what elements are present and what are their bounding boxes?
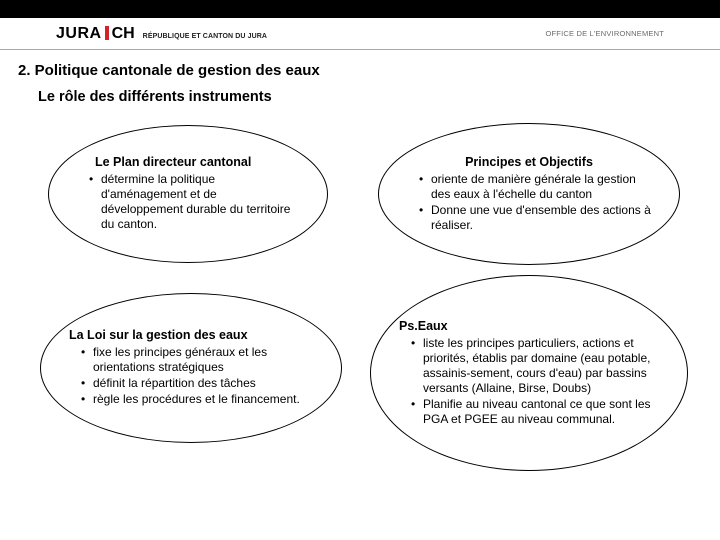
header-bar: JURA CH RÉPUBLIQUE ET CANTON DU JURA OFF… xyxy=(0,18,720,50)
ellipse-list: détermine la politique d'aménagement et … xyxy=(77,171,299,233)
ellipse-title: Ps.Eaux xyxy=(399,319,659,333)
list-item: règle les procédures et le financement. xyxy=(81,392,313,407)
ellipse-grid: Le Plan directeur cantonal détermine la … xyxy=(0,123,720,533)
section-title: 2. Politique cantonale de gestion des ea… xyxy=(18,62,720,79)
list-item: fixe les principes généraux et les orien… xyxy=(81,345,313,375)
ellipse-plan-directeur: Le Plan directeur cantonal détermine la … xyxy=(48,125,328,263)
list-item: Donne une vue d'ensemble des actions à r… xyxy=(419,203,651,233)
ellipse-list: liste les principes particuliers, action… xyxy=(399,335,659,428)
logo-left: JURA xyxy=(56,25,102,43)
logo-right: CH xyxy=(112,25,135,43)
ellipse-title: Le Plan directeur cantonal xyxy=(77,155,299,169)
top-black-bar xyxy=(0,0,720,18)
ellipse-list: fixe les principes généraux et les orien… xyxy=(69,344,313,408)
subtitle: Le rôle des différents instruments xyxy=(38,89,720,105)
list-item: définit la répartition des tâches xyxy=(81,376,313,391)
logo-subtitle: RÉPUBLIQUE ET CANTON DU JURA xyxy=(143,33,267,40)
ellipse-title: Principes et Objectifs xyxy=(407,155,651,169)
list-item: liste les principes particuliers, action… xyxy=(411,336,659,396)
list-item: Planifie au niveau cantonal ce que sont … xyxy=(411,397,659,427)
ellipse-title: La Loi sur la gestion des eaux xyxy=(69,328,313,342)
list-item: oriente de manière générale la gestion d… xyxy=(419,172,651,202)
ellipse-ps-eaux: Ps.Eaux liste les principes particuliers… xyxy=(370,275,688,471)
logo-accent-bar xyxy=(105,26,109,40)
ellipse-list: oriente de manière générale la gestion d… xyxy=(407,171,651,234)
ellipse-principes-objectifs: Principes et Objectifs oriente de manièr… xyxy=(378,123,680,265)
logo-block: JURA CH RÉPUBLIQUE ET CANTON DU JURA xyxy=(56,24,267,43)
list-item: détermine la politique d'aménagement et … xyxy=(89,172,299,232)
office-label: OFFICE DE L'ENVIRONNEMENT xyxy=(545,29,664,38)
ellipse-loi-gestion-eaux: La Loi sur la gestion des eaux fixe les … xyxy=(40,293,342,443)
